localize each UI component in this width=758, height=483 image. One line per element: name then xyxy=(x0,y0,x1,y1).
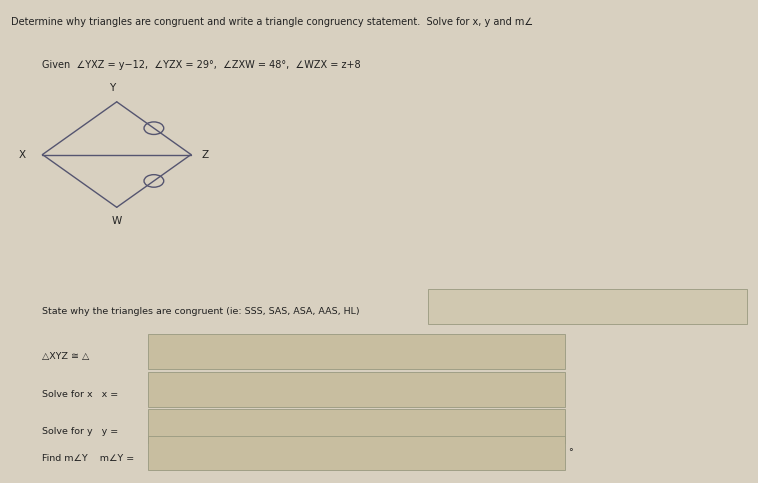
FancyBboxPatch shape xyxy=(148,409,565,443)
FancyBboxPatch shape xyxy=(148,436,565,470)
Text: Y: Y xyxy=(109,83,116,93)
Text: °: ° xyxy=(568,449,573,457)
Text: Determine why triangles are congruent and write a triangle congruency statement.: Determine why triangles are congruent an… xyxy=(11,17,534,27)
Text: Solve for x   x =: Solve for x x = xyxy=(42,390,118,399)
Text: Solve for y   y =: Solve for y y = xyxy=(42,426,118,436)
FancyBboxPatch shape xyxy=(148,372,565,407)
Text: X: X xyxy=(19,150,26,159)
Text: State why the triangles are congruent (ie: SSS, SAS, ASA, AAS, HL): State why the triangles are congruent (i… xyxy=(42,307,359,316)
Text: Given  ∠YXZ = y−12,  ∠YZX = 29°,  ∠ZXW = 48°,  ∠WZX = z+8: Given ∠YXZ = y−12, ∠YZX = 29°, ∠ZXW = 48… xyxy=(42,60,360,71)
FancyBboxPatch shape xyxy=(428,289,747,324)
FancyBboxPatch shape xyxy=(148,334,565,369)
Text: Z: Z xyxy=(202,150,209,159)
Text: Find m∠Y    m∠Y =: Find m∠Y m∠Y = xyxy=(42,454,134,463)
Text: △XYZ ≅ △: △XYZ ≅ △ xyxy=(42,352,89,361)
Text: W: W xyxy=(111,216,122,226)
